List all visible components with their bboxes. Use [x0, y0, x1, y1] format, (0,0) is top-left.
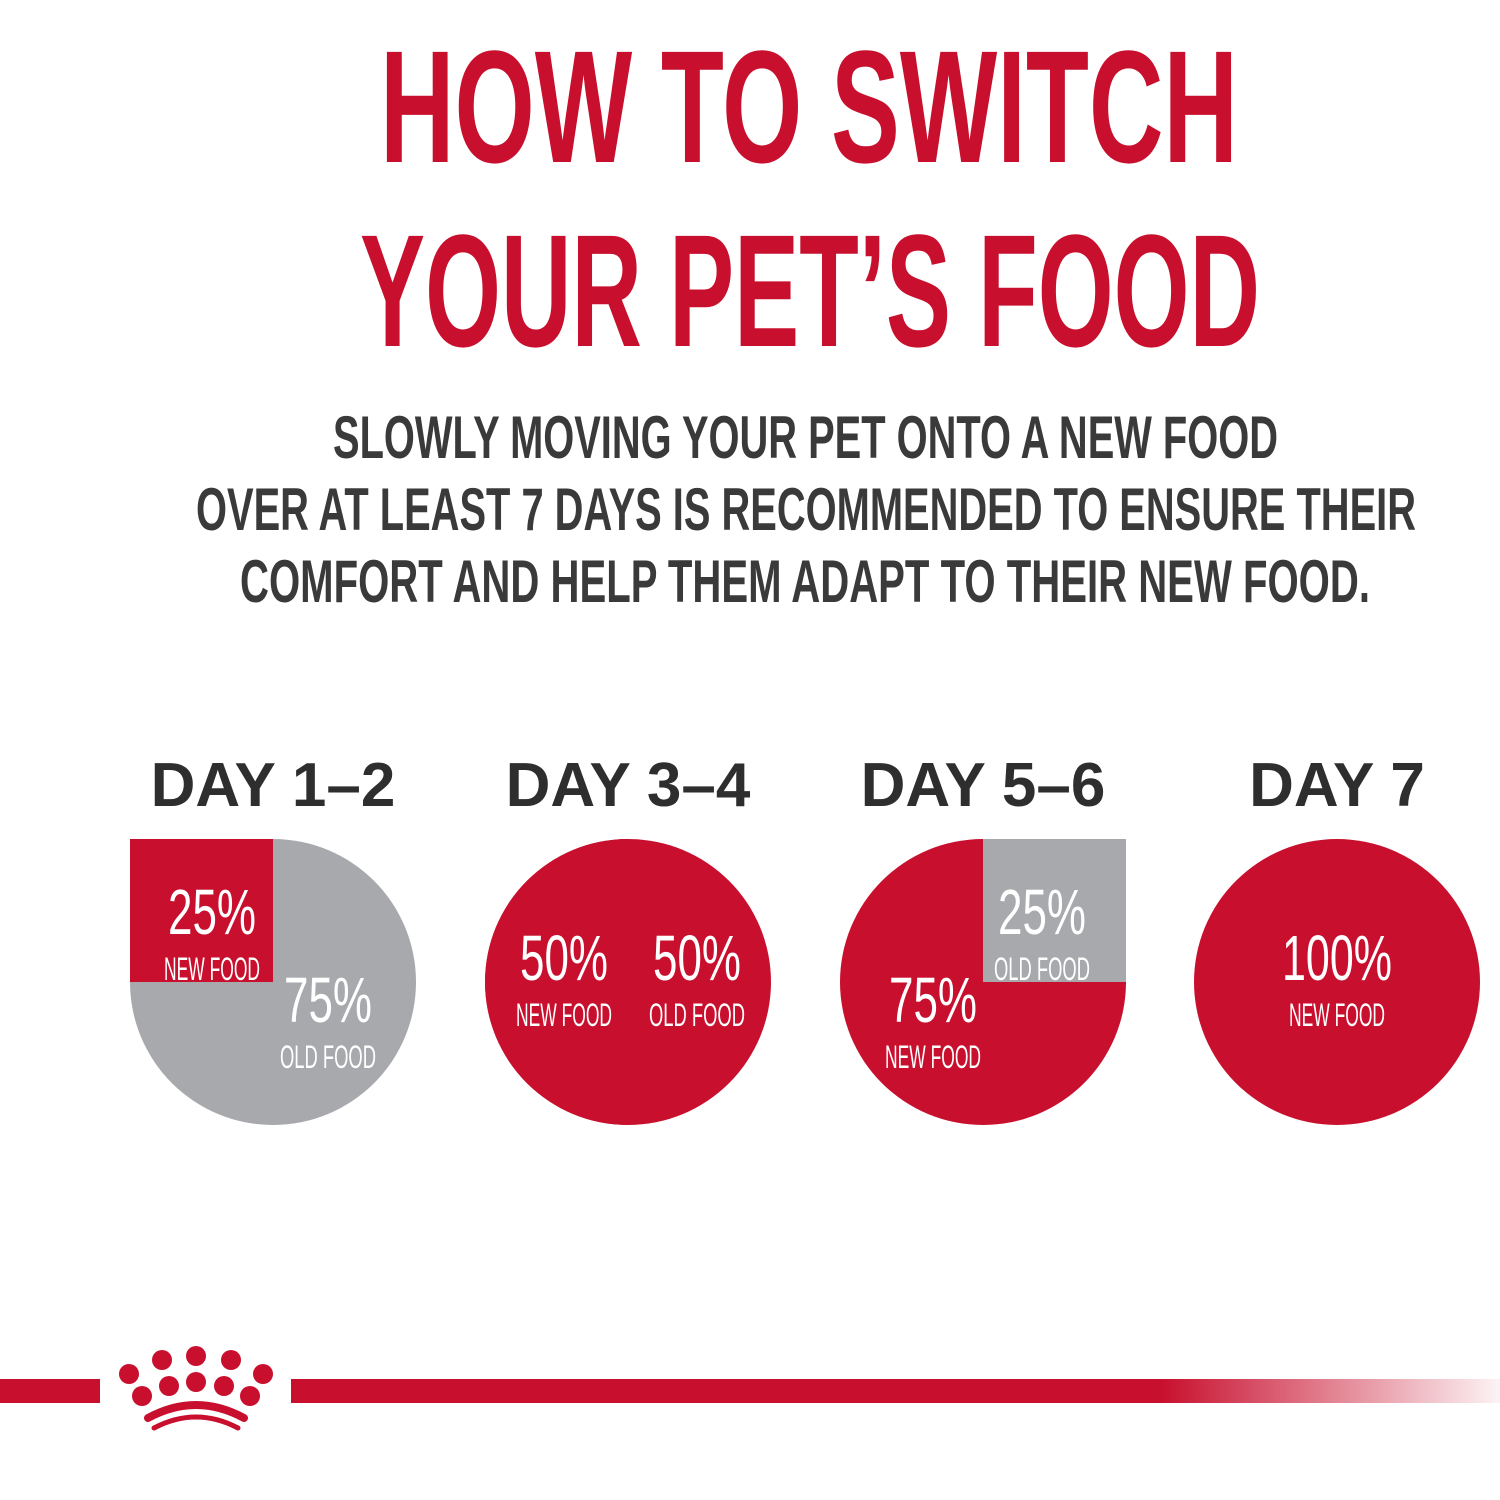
slice-label: NEW FOOD [164, 951, 260, 987]
footer-line-left [0, 1379, 100, 1403]
day-label: DAY 1–2 [151, 751, 396, 820]
title-line-1: HOW TO SWITCH [380, 17, 1238, 196]
slice-label: OLD FOOD [994, 951, 1090, 987]
slice-percent: 75% [284, 964, 372, 1036]
slice-label: NEW FOOD [516, 997, 612, 1033]
pie-base [1194, 839, 1480, 1125]
slice-percent: 50% [520, 922, 608, 994]
footer-line-right [291, 1379, 1500, 1403]
pie-chart: DAY 7 100%NEW FOOD [1194, 751, 1480, 1125]
day-label: DAY 3–4 [506, 751, 751, 820]
slice-label: OLD FOOD [649, 997, 745, 1033]
slice-percent: 100% [1282, 922, 1392, 994]
footer-rule [0, 1379, 1500, 1403]
new-food-slice [485, 839, 628, 1125]
slice-label: NEW FOOD [1289, 997, 1385, 1033]
pie-chart: DAY 5–6 75%NEW FOOD 25%OLD FOOD [840, 751, 1126, 1125]
slice-percent: 50% [653, 922, 741, 994]
day-label: DAY 7 [1249, 751, 1425, 820]
subtitle-line-2: OVER AT LEAST 7 DAYS IS RECOMMENDED TO E… [196, 476, 1416, 543]
title-line-2: YOUR PET’S FOOD [360, 201, 1260, 380]
slice-percent: 75% [889, 964, 977, 1036]
day-label: DAY 5–6 [861, 751, 1106, 820]
crown-logo [119, 1346, 273, 1431]
slice-percent: 25% [998, 876, 1086, 948]
slice-percent: 25% [168, 876, 256, 948]
slice-label: NEW FOOD [885, 1039, 981, 1075]
pie-chart: DAY 1–2 25%NEW FOOD 75%OLD FOOD [130, 751, 416, 1125]
subtitle-line-1: SLOWLY MOVING YOUR PET ONTO A NEW FOOD [333, 404, 1278, 471]
new-food-slice [130, 839, 273, 982]
old-food-slice [983, 839, 1126, 982]
slice-label: OLD FOOD [280, 1039, 376, 1075]
subtitle-line-3: COMFORT AND HELP THEM ADAPT TO THEIR NEW… [240, 548, 1370, 615]
